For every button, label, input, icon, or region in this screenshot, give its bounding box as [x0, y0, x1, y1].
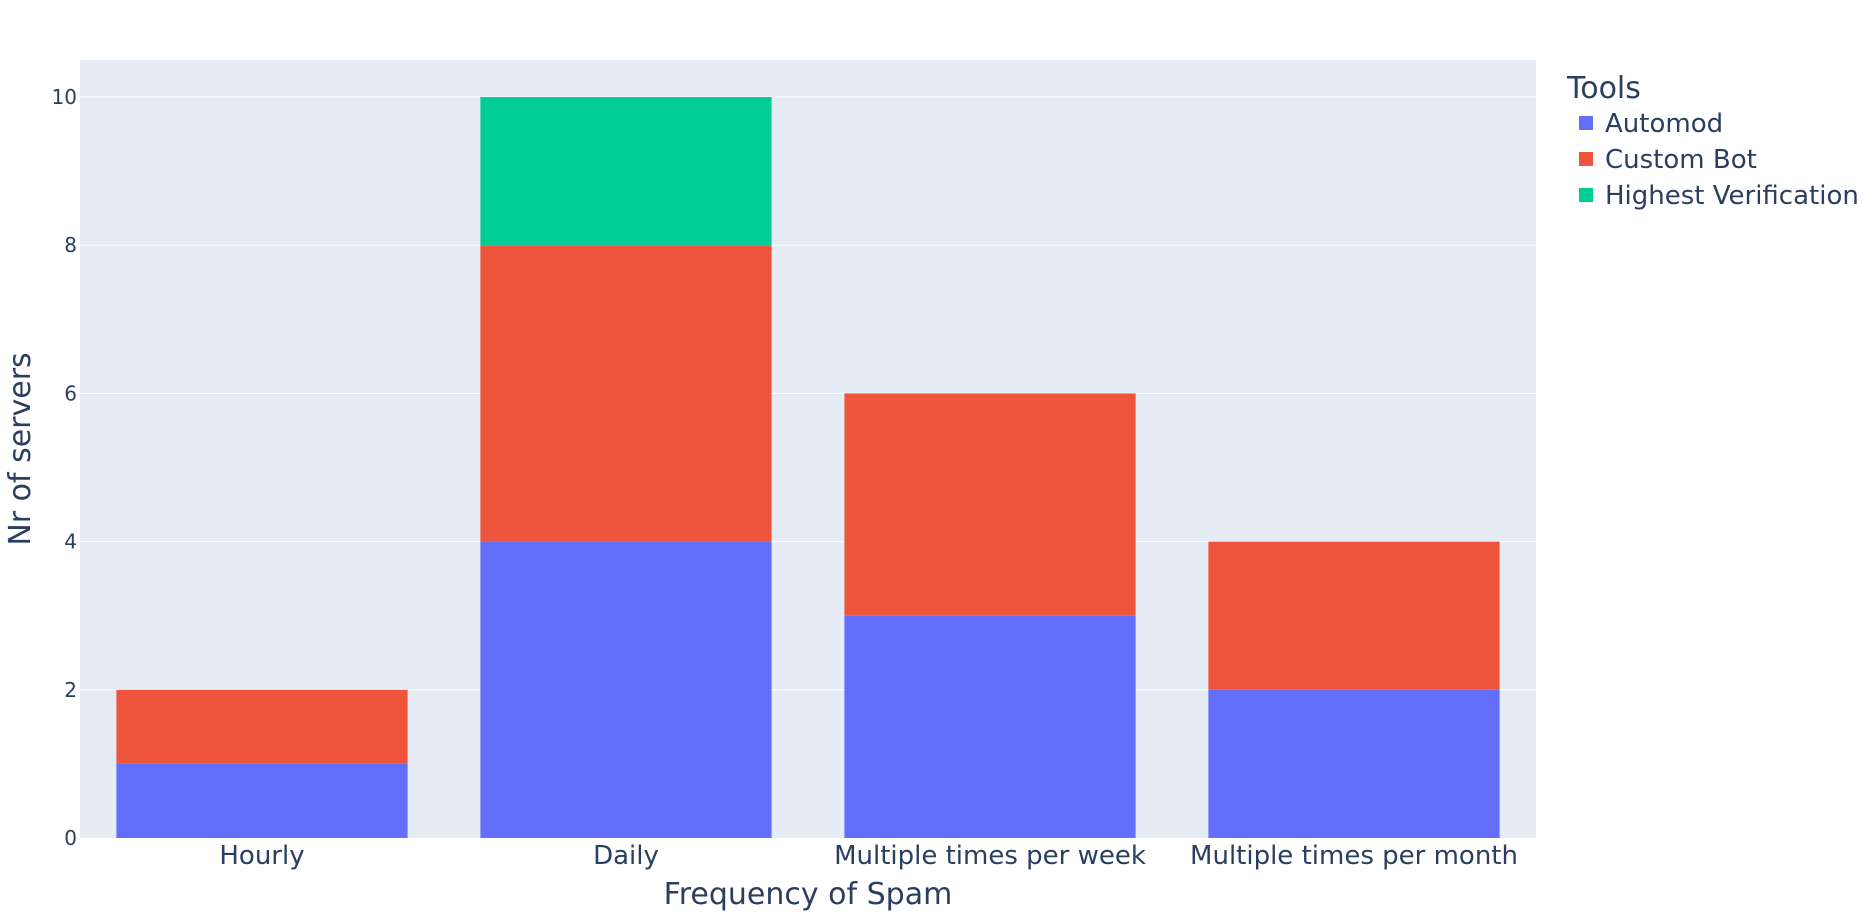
bar-custom-bot	[1208, 541, 1500, 690]
bar-custom-bot	[116, 689, 408, 764]
x-axis-title: Frequency of Spam	[664, 877, 953, 912]
bar-automod	[844, 615, 1136, 838]
legend-swatch	[1579, 116, 1593, 130]
bar-custom-bot	[480, 245, 772, 542]
x-tick-label: Hourly	[219, 841, 304, 871]
bar-highest-verification	[480, 97, 772, 246]
y-tick-label: 0	[64, 826, 77, 850]
y-axis-ticks: 0 2 4 6 8 10	[52, 85, 77, 850]
y-axis-title: Nr of servers	[3, 352, 38, 545]
bar-custom-bot	[844, 393, 1136, 616]
y-tick-label: 2	[64, 678, 77, 702]
legend-label: Automod	[1605, 109, 1723, 139]
bar-automod	[1208, 689, 1500, 838]
x-tick-label: Daily	[593, 841, 659, 871]
x-tick-label: Multiple times per week	[834, 841, 1146, 871]
y-tick-label: 10	[52, 85, 77, 109]
x-tick-label: Multiple times per month	[1190, 841, 1518, 871]
legend-items: Automod Custom Bot Highest Verification	[1579, 109, 1859, 211]
legend-swatch	[1579, 188, 1593, 202]
x-axis-ticks: Hourly Daily Multiple times per week Multip…	[219, 841, 1518, 871]
legend-title: Tools	[1566, 71, 1641, 106]
legend-label: Custom Bot	[1605, 145, 1757, 175]
y-tick-label: 4	[64, 530, 77, 554]
y-tick-label: 8	[64, 233, 77, 257]
legend-label: Highest Verification	[1605, 181, 1859, 211]
legend-swatch	[1579, 152, 1593, 166]
y-tick-label: 6	[64, 381, 77, 405]
bars	[116, 97, 1500, 838]
legend: Tools Automod Custom Bot Highest Verificat…	[1566, 71, 1859, 211]
bar-automod	[116, 763, 408, 838]
bar-automod	[480, 541, 772, 838]
